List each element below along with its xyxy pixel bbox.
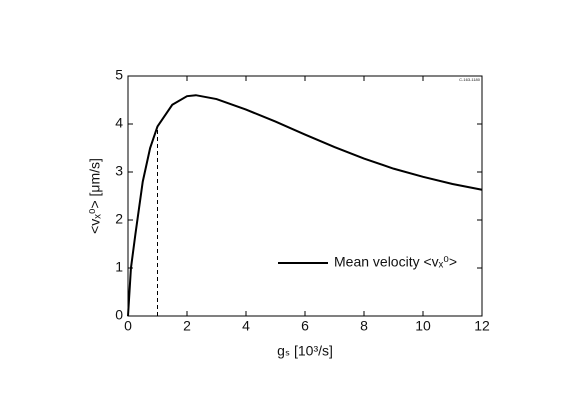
y-tick-label: 0 [115,307,123,323]
x-tick-label: 6 [301,318,309,334]
y-tick-label: 5 [115,67,123,83]
data-line [127,94,483,317]
x-tick-label: 10 [415,318,431,334]
x-axis-label: gₛ [10³/s] [277,343,333,359]
x-tick-label: 12 [474,318,490,334]
x-tick-label: 0 [124,318,132,334]
y-tick-label: 1 [115,259,123,275]
annotation: C-163-1180 [459,77,481,82]
y-axis-label: <vₓ⁰> [μm/s] [87,158,103,234]
y-tick-label: 2 [115,211,123,227]
x-tick-label: 2 [183,318,191,334]
y-tick-label: 3 [115,163,123,179]
x-tick-label: 4 [242,318,250,334]
y-tick-label: 4 [115,115,123,131]
x-tick-label: 8 [360,318,368,334]
legend-label: Mean velocity <vₓ⁰> [334,254,457,270]
plot-frame [127,75,483,317]
